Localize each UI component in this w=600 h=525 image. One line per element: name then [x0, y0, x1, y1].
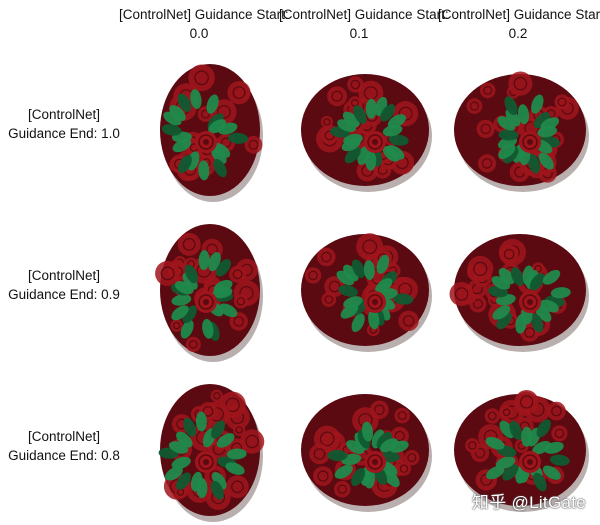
column-header-value: 0.2 [508, 26, 528, 41]
grid-image-r1-c2 [445, 215, 595, 365]
grid-image-r0-c1 [290, 55, 440, 205]
column-header-title: [ControlNet] Guidance Start: [119, 7, 289, 22]
grid-image-r2-c0 [135, 375, 285, 525]
grid-image-r2-c1 [290, 375, 440, 525]
grid-image-r1-c0 [135, 215, 285, 365]
column-header-title: [ControlNet] Guidance Start: [438, 7, 600, 22]
row-label-end-0-8: [ControlNet] Guidance End: 0.8 [0, 427, 128, 465]
grid-image-r0-c2 [445, 55, 595, 205]
row-label-value: Guidance End: 1.0 [8, 126, 120, 141]
column-header-title: [ControlNet] Guidance Start: [279, 7, 449, 22]
watermark: 知乎 @LitGate [471, 493, 586, 512]
column-header-value: 0.1 [349, 26, 369, 41]
column-header-start-1: [ControlNet] Guidance Start: 0.1 [279, 5, 449, 43]
grid-image-r2-c2 [445, 375, 595, 525]
column-header-start-0: [ControlNet] Guidance Start: 0.0 [119, 5, 289, 43]
row-label-end-0-9: [ControlNet] Guidance End: 0.9 [0, 266, 128, 304]
column-header-start-2: [ControlNet] Guidance Start: 0.2 [438, 5, 600, 43]
row-label-end-1-0: [ControlNet] Guidance End: 1.0 [0, 105, 128, 143]
grid-image-r1-c1 [290, 215, 440, 365]
column-header-value: 0.0 [189, 26, 209, 41]
row-label-title: [ControlNet] [27, 107, 101, 122]
row-label-value: Guidance End: 0.9 [8, 287, 120, 302]
row-label-title: [ControlNet] [27, 268, 101, 283]
grid-image-r0-c0 [135, 55, 285, 205]
row-label-title: [ControlNet] [27, 429, 101, 444]
row-label-value: Guidance End: 0.8 [8, 448, 120, 463]
